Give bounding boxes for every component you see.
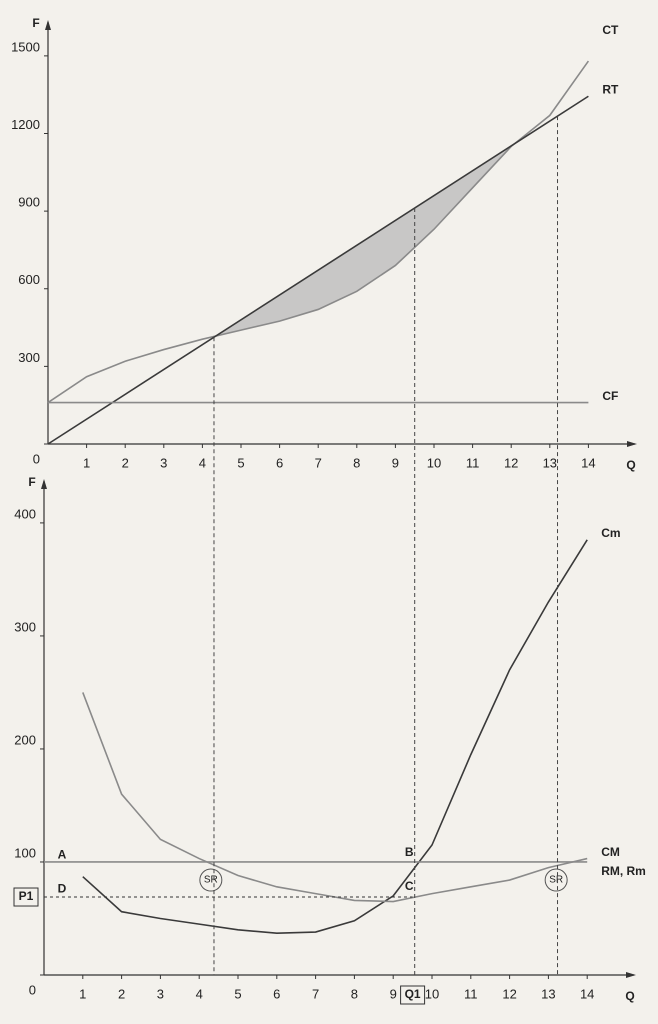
x-arrow: [627, 441, 637, 447]
x-tick-label: 5: [234, 986, 241, 1001]
series-label: CT: [602, 23, 619, 37]
series-label: RM, Rm: [601, 864, 646, 878]
series-line: [47, 60, 590, 404]
series-label: Cm: [601, 526, 620, 540]
label-box: [400, 985, 426, 1005]
y-arrow: [41, 479, 47, 489]
x-axis-label: Q: [626, 458, 635, 472]
x-tick-label: 13: [543, 455, 557, 470]
series-label: CM: [601, 845, 620, 859]
series-label: RT: [602, 82, 619, 96]
annotation: D: [58, 881, 67, 895]
x-tick-label: 3: [160, 455, 167, 470]
series-label: CF: [602, 389, 618, 403]
x-tick-label: 10: [427, 455, 441, 470]
x-tick-label: 11: [464, 986, 478, 1001]
y-tick-label: 100: [14, 845, 36, 860]
reference-label: Q1: [405, 987, 421, 1001]
x-tick-label: 14: [580, 986, 594, 1001]
x-tick-label: 4: [199, 455, 206, 470]
annotation: SR: [204, 875, 218, 886]
annotation: A: [58, 847, 67, 861]
annotation: SR: [549, 875, 563, 886]
x-arrow: [626, 972, 636, 978]
y-tick-label: 400: [14, 506, 36, 521]
x-tick-label: 12: [504, 455, 518, 470]
y-tick-label: 900: [18, 195, 40, 210]
x-tick-label: 8: [353, 455, 360, 470]
x-tick-label: 7: [315, 455, 322, 470]
x-tick-label: 6: [273, 986, 280, 1001]
y-tick-label: 300: [14, 619, 36, 634]
annotation-circle: [199, 868, 223, 892]
y-tick-label: 0: [29, 982, 36, 997]
series-line: [47, 95, 589, 445]
y-tick-label: 300: [18, 350, 40, 365]
x-tick-label: 13: [541, 986, 555, 1001]
x-tick-label: 2: [122, 455, 129, 470]
x-tick-label: 2: [118, 986, 125, 1001]
y-axis-label: F: [28, 475, 35, 489]
x-axis-label: Q: [625, 989, 634, 1003]
annotation: B: [405, 845, 414, 859]
y-tick-label: 1500: [11, 39, 40, 54]
x-tick-label: 6: [276, 455, 283, 470]
x-tick-label: 14: [581, 455, 595, 470]
x-tick-label: 7: [312, 986, 319, 1001]
x-tick-label: 9: [392, 455, 399, 470]
reference-label: P1: [19, 889, 34, 903]
x-tick-label: 9: [390, 986, 397, 1001]
annotation: C: [405, 879, 414, 893]
y-arrow: [45, 20, 51, 30]
y-tick-label: 600: [18, 272, 40, 287]
label-box: [13, 887, 39, 907]
y-axis-label: F: [32, 16, 39, 30]
series-line: [82, 692, 588, 903]
series-line: [82, 539, 588, 934]
x-tick-label: 1: [83, 455, 90, 470]
x-tick-label: 11: [466, 455, 480, 470]
x-tick-label: 12: [502, 986, 516, 1001]
y-tick-label: 1200: [11, 117, 40, 132]
x-tick-label: 5: [237, 455, 244, 470]
x-tick-label: 3: [157, 986, 164, 1001]
y-tick-label: 0: [33, 451, 40, 466]
y-tick-label: 200: [14, 732, 36, 747]
x-tick-label: 1: [79, 986, 86, 1001]
x-tick-label: 4: [196, 986, 203, 1001]
x-tick-label: 8: [351, 986, 358, 1001]
annotation-circle: [544, 868, 568, 892]
x-tick-label: 10: [425, 986, 439, 1001]
